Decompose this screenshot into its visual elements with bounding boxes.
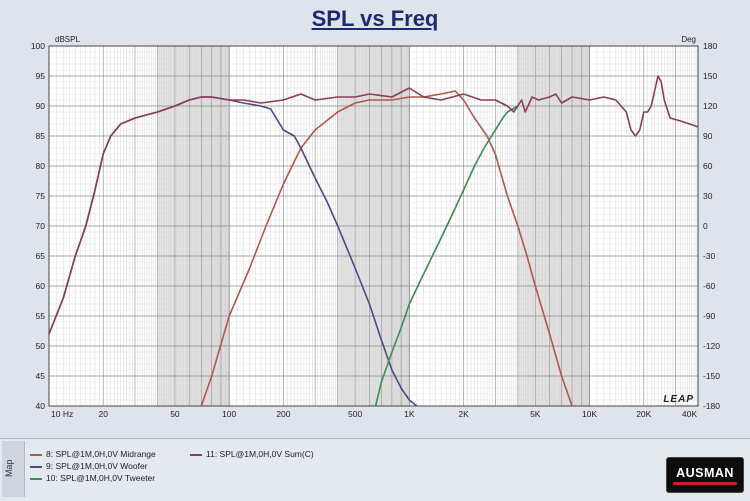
legend-label-tweeter: 10: SPL@1M,0H,0V Tweeter [46,473,156,483]
y2-tick-label: 0 [703,221,708,231]
map-tab[interactable]: Map [2,441,25,497]
x-tick-label: 10 Hz [51,409,73,419]
y-tick-label: 45 [36,371,46,381]
y2-tick-label: -180 [703,401,720,411]
x-tick-label: 1K [404,409,415,419]
legend-label-sum: 11: SPL@1M,0H,0V Sum(C) [206,449,314,459]
y2-tick-label: 60 [703,161,713,171]
y-tick-label: 70 [36,221,46,231]
x-tick-label: 10K [582,409,597,419]
y2-tick-label: 120 [703,101,717,111]
legend-item-midrange[interactable]: 8: SPL@1M,0H,0V Midrange [30,449,156,459]
y2-tick-label: -150 [703,371,720,381]
y-tick-label: 100 [31,41,45,51]
y2-tick-label: -90 [703,311,716,321]
y-tick-label: 75 [36,191,46,201]
series-tweeter [374,105,519,407]
legend-item-tweeter[interactable]: 10: SPL@1M,0H,0V Tweeter [30,473,155,483]
x-tick-label: 50 [170,409,180,419]
y-tick-label: 80 [36,161,46,171]
legend-label-midrange: 8: SPL@1M,0H,0V Midrange [46,449,156,459]
legend-label-woofer: 9: SPL@1M,0H,0V Woofer [46,461,148,471]
x-tick-label: 20K [636,409,651,419]
y2-tick-label: -30 [703,251,716,261]
y-axis-label: dBSPL [55,35,80,44]
y-tick-label: 90 [36,101,46,111]
series-sum [48,75,699,335]
chart-title: SPL vs Freq [311,6,439,31]
legend-swatch-tweeter [30,477,42,480]
x-tick-label: 40K [682,409,697,419]
x-tick-label: 20 [99,409,109,419]
x-tick-label: 2K [458,409,469,419]
plot-frame [48,45,699,407]
legend-item-sum[interactable]: 11: SPL@1M,0H,0V Sum(C) [190,449,314,459]
legend-panel: Map 8: SPL@1M,0H,0V Midrange 9: SPL@1M,0… [0,438,750,501]
ausman-logo: AUSMAN [666,457,744,493]
y2-tick-label: 90 [703,131,713,141]
y2-tick-label: -60 [703,281,716,291]
leap-watermark: LEAP [663,394,694,405]
y2-tick-label: 30 [703,191,713,201]
y2-axis-label: Deg [681,35,696,44]
legend-swatch-woofer [30,465,42,468]
y2-tick-label: 180 [703,41,717,51]
logo-text: AUSMAN [676,466,734,480]
spl-chart: 40 45 50 55 60 65 70 75 80 85 90 95 100 -180 -150 -120 -… [31,35,720,419]
y-tick-label: 40 [36,401,46,411]
logo-swoosh [673,482,737,485]
y-tick-label: 95 [36,71,46,81]
y2-tick-label: -120 [703,341,720,351]
x-tick-label: 5K [530,409,541,419]
legend-swatch-midrange [30,453,42,456]
legend-swatch-sum [190,453,202,456]
y-tick-label: 65 [36,251,46,261]
y-tick-label: 60 [36,281,46,291]
y-tick-label: 55 [36,311,46,321]
y-tick-label: 85 [36,131,46,141]
map-tab-label: Map [4,459,14,477]
x-tick-label: 100 [222,409,236,419]
y-tick-label: 50 [36,341,46,351]
x-tick-label: 500 [348,409,362,419]
x-tick-label: 200 [276,409,290,419]
y2-tick-label: 150 [703,71,717,81]
legend-item-woofer[interactable]: 9: SPL@1M,0H,0V Woofer [30,461,148,471]
